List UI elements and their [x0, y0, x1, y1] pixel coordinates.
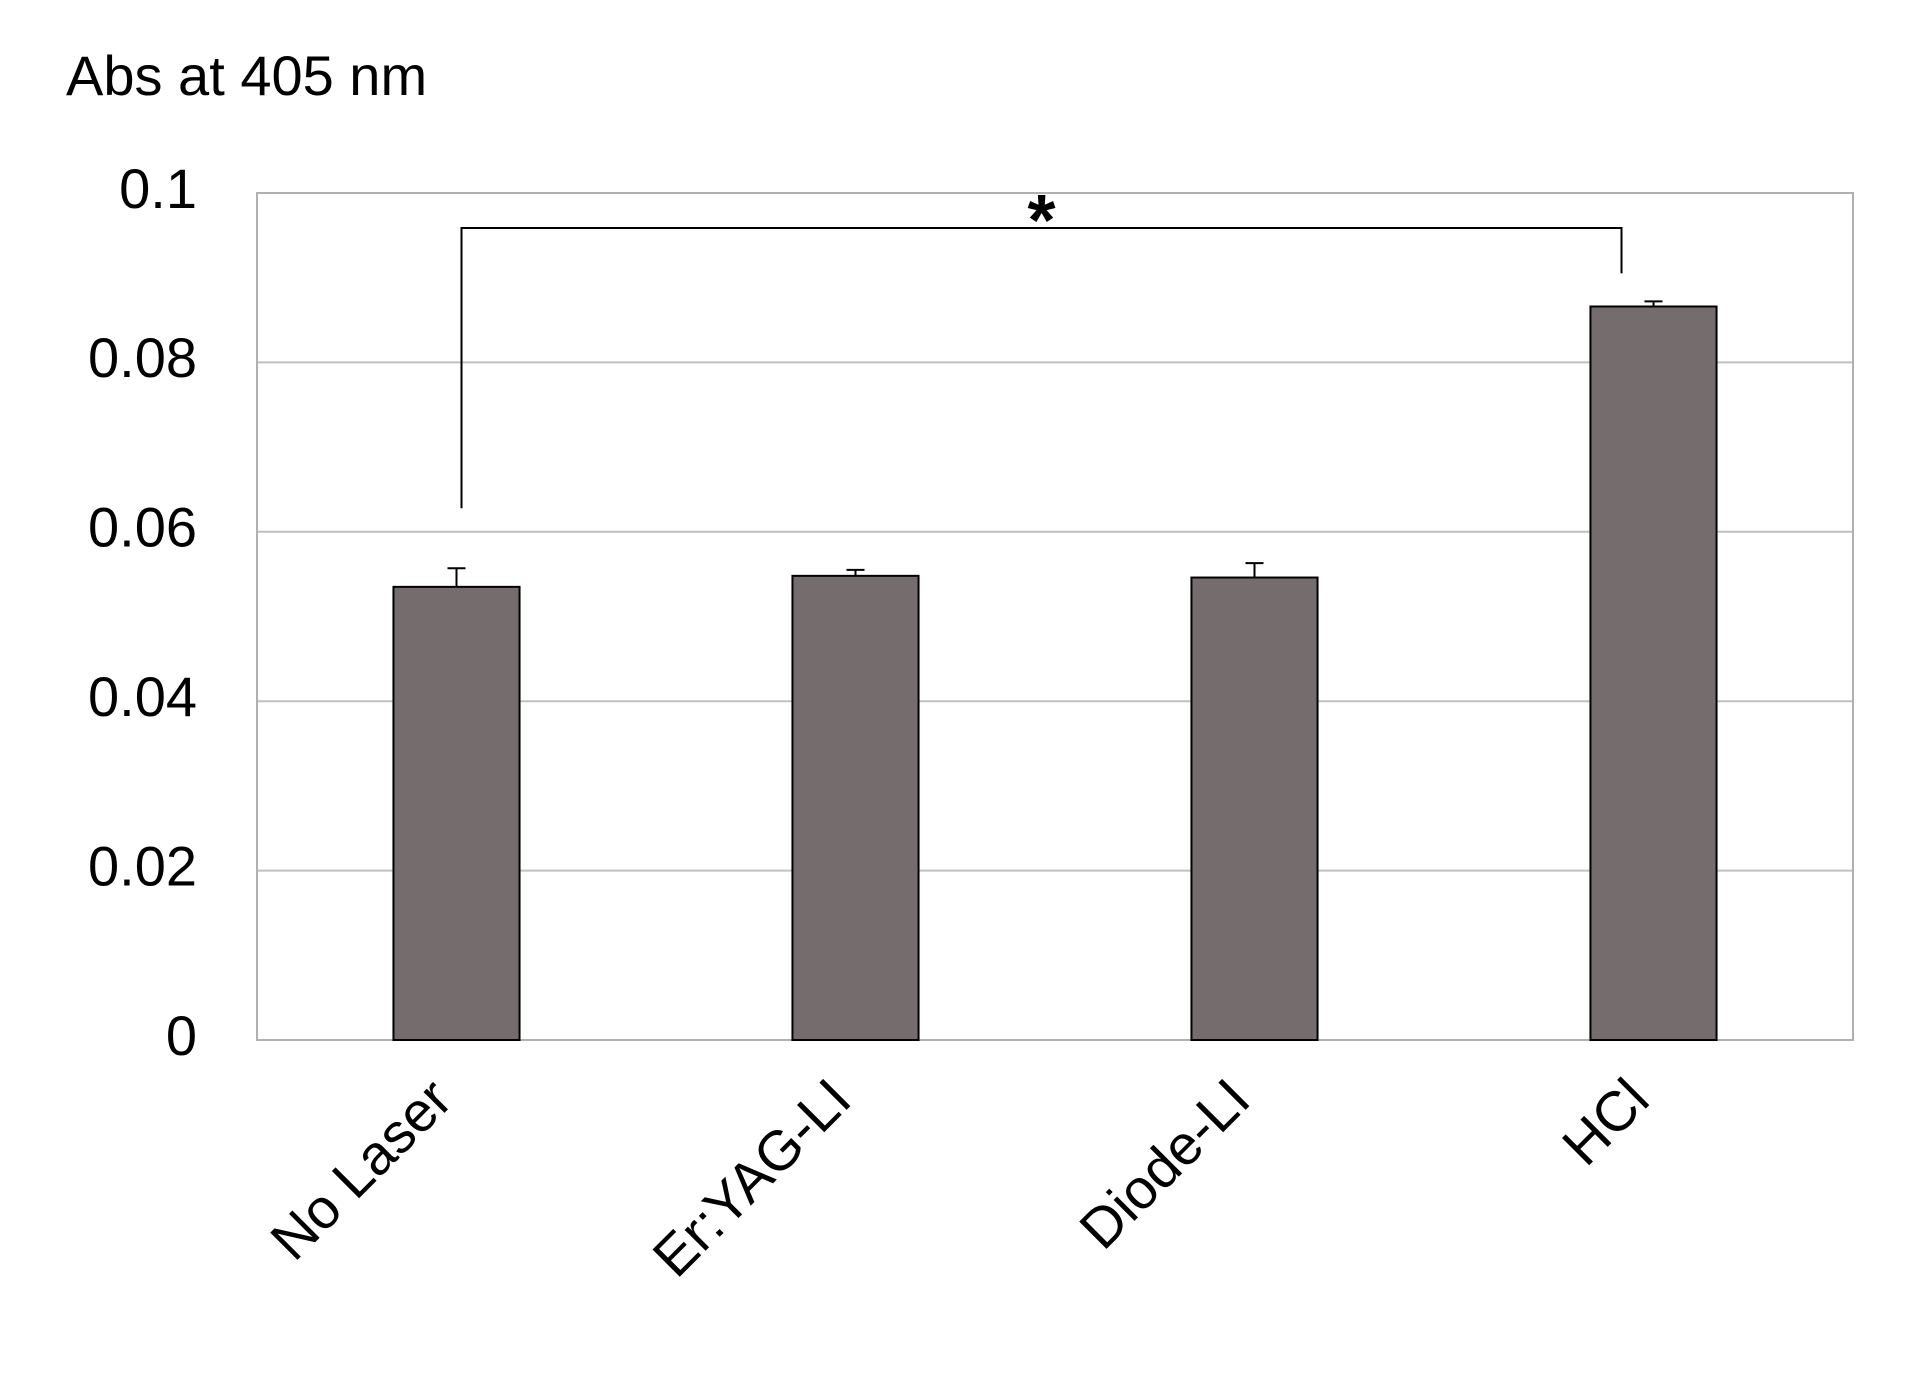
plot-border	[256, 192, 1854, 1041]
y-tick-label: 0.1	[119, 157, 197, 220]
x-tick-label: HCl	[1550, 1066, 1661, 1177]
bar	[1589, 305, 1718, 1041]
significance-label: *	[1027, 181, 1055, 261]
x-tick-label: Er:YAG-LI	[640, 1066, 862, 1288]
y-tick-label: 0.04	[88, 665, 197, 728]
significance-bracket	[460, 227, 1623, 509]
error-bar	[846, 568, 865, 576]
y-tick-label: 0	[166, 1004, 197, 1067]
x-tick-label: Diode-LI	[1067, 1066, 1261, 1260]
y-tick-label: 0.08	[88, 326, 197, 389]
y-tick-label: 0.02	[88, 834, 197, 897]
bar	[791, 574, 920, 1041]
y-axis-label: Abs at 405 nm	[66, 44, 427, 107]
bar	[392, 585, 521, 1041]
error-bar	[447, 567, 466, 587]
error-bar	[1245, 562, 1264, 578]
y-tick-label: 0.06	[88, 496, 197, 559]
error-bar	[1644, 300, 1663, 307]
bar	[1190, 576, 1319, 1042]
x-tick-label: No Laser	[258, 1066, 463, 1271]
